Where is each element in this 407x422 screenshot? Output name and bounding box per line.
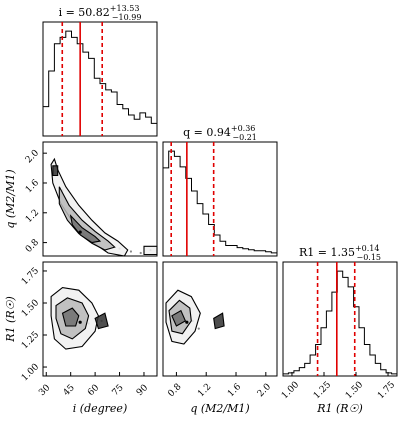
panel-frame (282, 261, 398, 377)
histogram-R1 (282, 270, 398, 376)
panel-frame (162, 141, 278, 257)
y-tick-label-q: 1.6 (24, 178, 41, 195)
histogram-title-q: q = 0.94+0.36 −0.21 (183, 124, 257, 142)
histogram-q (162, 150, 278, 256)
x-tick-label-R1: 1.75 (376, 380, 397, 401)
y-tick-label-q: 0.8 (24, 237, 41, 254)
contour-R1-q-2 (171, 309, 187, 327)
x-tick-label-q: 1.6 (226, 382, 243, 399)
x-tick-label-R1: 1.50 (344, 380, 365, 401)
sample-point (197, 327, 200, 330)
y-tick-label-R1: 1.00 (20, 362, 41, 383)
histogram-i (42, 30, 158, 136)
y-tick-label-q: 2.0 (24, 148, 41, 165)
y-tick-label-R1: 1.75 (20, 266, 41, 287)
histogram-title-R1: R1 = 1.35+0.14 −0.15 (299, 244, 381, 262)
density-peak (185, 320, 189, 324)
contour-q-i-4 (143, 245, 158, 256)
x-tick-label-i: 75 (111, 383, 126, 398)
histogram-title-i: i = 50.82+13.53 −10.99 (59, 4, 142, 22)
x-axis-label-q: q (M2/M1) (190, 402, 249, 415)
x-tick-label-R1: 1.25 (312, 380, 333, 401)
contour-R1-i-3 (94, 312, 109, 330)
panel-R1-R1 (282, 261, 398, 377)
contour-q-i-2 (69, 214, 102, 244)
x-tick-label-q: 0.8 (166, 382, 183, 399)
contour-R1-i-2 (61, 307, 80, 327)
contour-R1-q-3 (213, 312, 225, 330)
x-tick-label-q: 1.2 (196, 382, 213, 399)
sample-point (139, 251, 142, 255)
x-tick-label-q: 2.0 (256, 382, 273, 399)
x-axis-label-i: i (degree) (73, 402, 127, 415)
x-tick-label-i: 60 (86, 383, 101, 398)
panel-q-q (162, 141, 278, 257)
sample-point (129, 250, 133, 253)
x-tick-label-i: 30 (37, 383, 52, 398)
x-axis-label-R1: R1 (R☉) (316, 402, 363, 415)
contour-q-i-3 (52, 165, 59, 177)
y-axis-label-q: q (M2/M1) (4, 169, 17, 228)
x-tick-label-i: 45 (62, 383, 77, 398)
y-axis-label-R1: R1 (R☉) (4, 296, 17, 343)
y-tick-label-R1: 1.25 (20, 330, 41, 351)
x-tick-label-R1: 1.00 (280, 380, 301, 401)
y-tick-label-R1: 1.50 (20, 298, 41, 319)
y-tick-label-q: 1.2 (24, 208, 41, 225)
x-tick-label-i: 90 (135, 383, 150, 398)
density-peak (78, 230, 82, 234)
density-peak (78, 320, 82, 324)
